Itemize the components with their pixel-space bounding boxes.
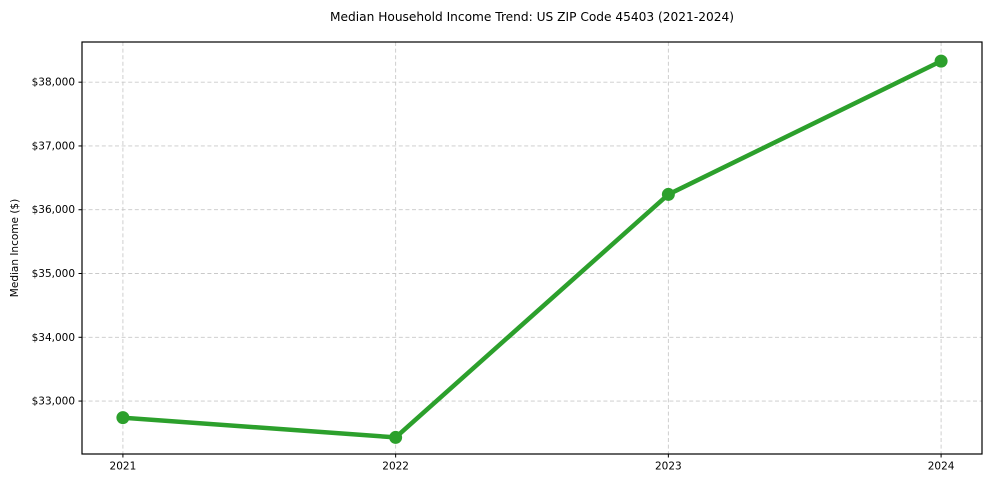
data-point-marker (116, 411, 130, 425)
data-point-marker (389, 430, 403, 444)
axes-spines (81, 41, 983, 455)
x-tick-label: 2021 (110, 461, 137, 473)
x-tick-label: 2024 (928, 461, 955, 473)
x-tick-label: 2022 (382, 461, 409, 473)
plot-border (81, 41, 983, 455)
chart-title: Median Household Income Trend: US ZIP Co… (330, 10, 734, 24)
tick-layer: 2021 2022 2023 2024 $33,000 $34,000 $35,000 $36… (32, 77, 955, 473)
grid-layer (82, 42, 982, 454)
data-point-marker (661, 187, 675, 201)
y-tick-label: $35,000 (32, 268, 75, 280)
y-tick-label: $34,000 (32, 332, 75, 344)
income-series-layer (116, 54, 948, 444)
x-tick-label: 2023 (655, 461, 682, 473)
data-point-marker (934, 54, 948, 68)
y-tick-label: $36,000 (32, 204, 75, 216)
y-tick-label: $37,000 (32, 140, 75, 152)
y-axis-label: Median Income ($) (9, 199, 21, 297)
y-tick-label: $38,000 (32, 77, 75, 89)
income-trend-line (120, 58, 944, 440)
y-tick-label: $33,000 (32, 396, 75, 408)
